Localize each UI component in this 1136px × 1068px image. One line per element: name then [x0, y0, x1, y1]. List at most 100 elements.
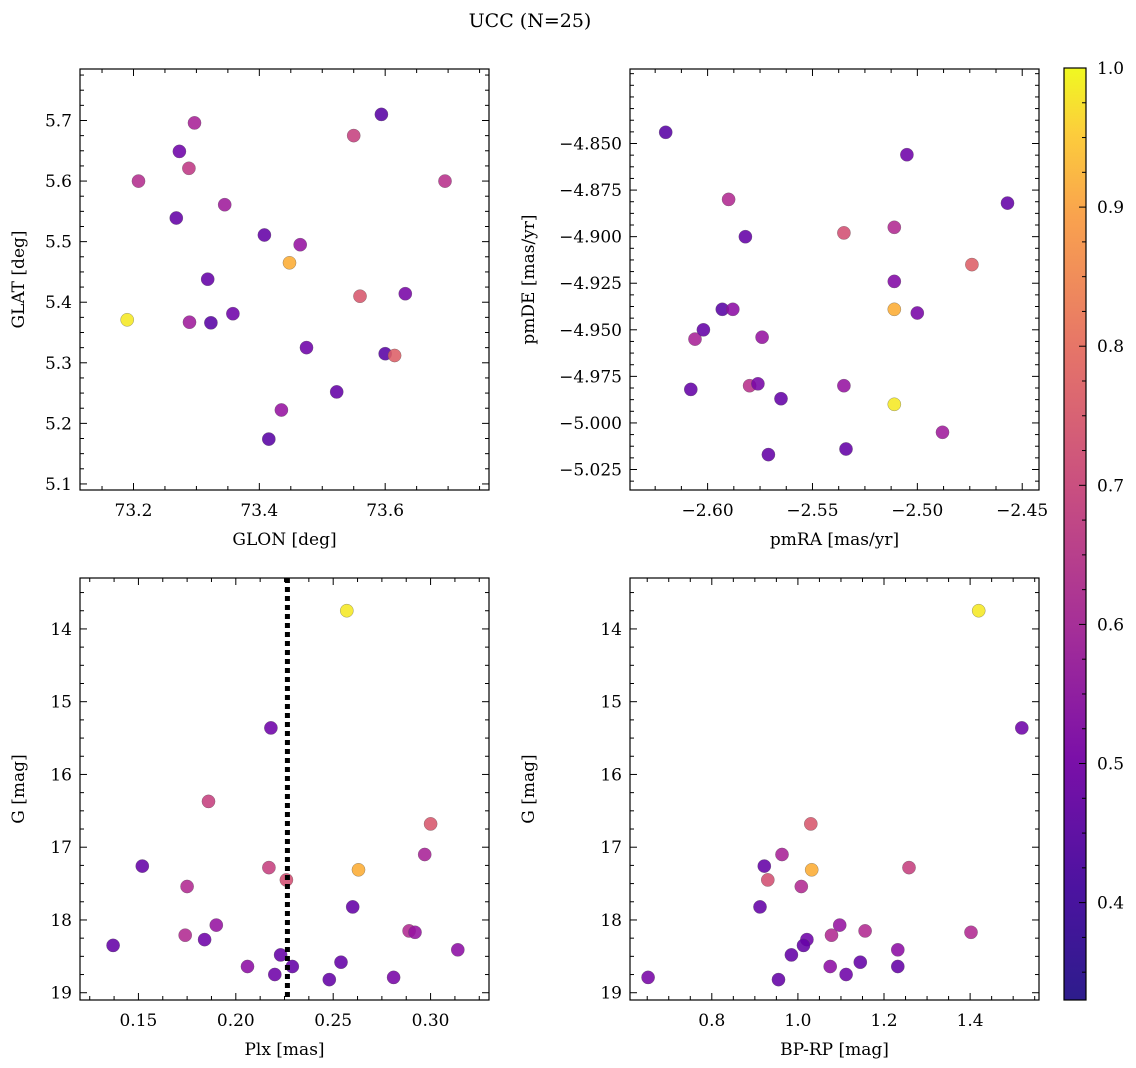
panel-4: 0.8 1.0 1.2 1.4 14 15 16 17 18 19 BP-RP [mag] G [ma…	[519, 577, 1040, 1060]
y-tick-label: −5.000	[559, 414, 622, 434]
x-tick-label: 1.0	[784, 1011, 811, 1031]
data-point	[753, 900, 767, 914]
y-tick-label: −4.850	[559, 135, 622, 155]
data-point	[890, 959, 905, 974]
data-point	[774, 391, 788, 406]
y-tick-label: 15	[600, 693, 622, 713]
x-tick-label: 0.8	[698, 1011, 725, 1031]
data-point	[839, 442, 853, 456]
data-point	[423, 817, 438, 831]
data-point	[346, 128, 361, 143]
data-point	[398, 286, 413, 301]
y-axis-label: GLAT [deg]	[9, 230, 29, 328]
x-axis-label: GLON [deg]	[232, 530, 336, 550]
y-axis-label: pmDE [mas/yr]	[519, 214, 539, 344]
colorbar-tick-label: 0.8	[1097, 337, 1124, 357]
data-point	[264, 721, 278, 735]
y-tick-label: −4.950	[559, 321, 622, 341]
ticks	[80, 578, 489, 1000]
points	[106, 603, 465, 987]
panel-1: 73.2 73.4 73.6 5.1 5.2 5.3 5.4 5.5 5.6 5.7 GLON [d…	[9, 68, 490, 550]
y-tick-label: 5.4	[45, 293, 72, 313]
data-point	[760, 873, 775, 887]
data-point	[273, 948, 288, 962]
data-point	[935, 425, 950, 440]
data-point	[209, 918, 224, 932]
data-point	[971, 603, 986, 618]
y-tick-label: 18	[50, 911, 72, 931]
data-point	[1000, 196, 1015, 210]
x-tick-label: −2.60	[682, 501, 734, 521]
data-point	[910, 306, 925, 320]
data-point	[106, 938, 120, 953]
data-point	[641, 970, 655, 985]
x-axis-label: Plx [mas]	[244, 1040, 324, 1060]
data-point	[201, 794, 216, 809]
axes-frame	[629, 577, 1040, 1001]
data-point	[204, 315, 218, 330]
data-point	[751, 376, 765, 391]
y-tick-label: 5.6	[45, 172, 72, 192]
data-point	[803, 817, 818, 831]
y-tick-label: 5.1	[45, 475, 72, 495]
data-point	[858, 924, 872, 938]
data-point	[182, 315, 197, 330]
colorbar-tick-label: 0.4	[1097, 894, 1124, 914]
x-tick-label: 0.25	[314, 1011, 352, 1031]
data-point	[131, 174, 146, 188]
data-point	[775, 847, 789, 862]
data-point	[887, 397, 902, 412]
data-point	[169, 211, 184, 225]
data-point	[180, 879, 194, 894]
data-point	[725, 302, 740, 317]
y-tick-label: 17	[600, 838, 622, 858]
data-point	[339, 603, 354, 618]
y-tick-label: 15	[50, 693, 72, 713]
data-point	[721, 192, 736, 207]
data-point	[329, 385, 344, 399]
y-tick-label: 5.5	[45, 233, 72, 253]
data-point	[353, 289, 367, 304]
data-point	[293, 237, 308, 252]
y-tick-label: 5.2	[45, 414, 72, 434]
data-point	[761, 447, 776, 462]
data-point	[823, 959, 838, 974]
colorbar-tick-label: 1.0	[1097, 59, 1124, 79]
y-tick-label: 5.3	[45, 354, 72, 374]
data-point	[887, 274, 902, 289]
x-tick-label: −2.50	[891, 501, 943, 521]
data-point	[187, 116, 202, 130]
data-point	[197, 932, 212, 947]
data-point	[784, 948, 799, 962]
data-point	[267, 967, 282, 982]
x-tick-label: −2.45	[996, 501, 1048, 521]
y-tick-label: −5.025	[559, 461, 622, 481]
data-point	[351, 862, 366, 877]
data-point	[200, 272, 215, 287]
data-point	[853, 955, 868, 970]
y-tick-label: 16	[50, 765, 72, 785]
y-tick-label: 19	[50, 984, 72, 1004]
ticks	[80, 69, 489, 490]
data-point	[345, 900, 360, 914]
data-point	[282, 255, 297, 270]
y-tick-label: 17	[50, 838, 72, 858]
data-point	[374, 107, 389, 122]
y-tick-label: 5.7	[45, 111, 72, 131]
data-point	[172, 144, 187, 159]
y-tick-label: −4.900	[559, 228, 622, 248]
data-point	[964, 925, 978, 940]
colorbar-tick-label: 0.5	[1097, 755, 1124, 775]
x-tick-label: 0.30	[412, 1011, 450, 1031]
x-axis-label: pmRA [mas/yr]	[770, 530, 899, 550]
colorbar-tick-label: 0.7	[1097, 476, 1124, 496]
colorbar: 1.0 0.9 0.8 0.7 0.6 0.5 0.4	[1063, 59, 1124, 1001]
data-point	[696, 322, 711, 337]
data-point	[824, 928, 839, 943]
data-point	[832, 918, 847, 932]
data-point	[408, 925, 422, 940]
y-tick-label: 16	[600, 765, 622, 785]
data-point	[240, 959, 255, 974]
data-point	[417, 847, 432, 862]
